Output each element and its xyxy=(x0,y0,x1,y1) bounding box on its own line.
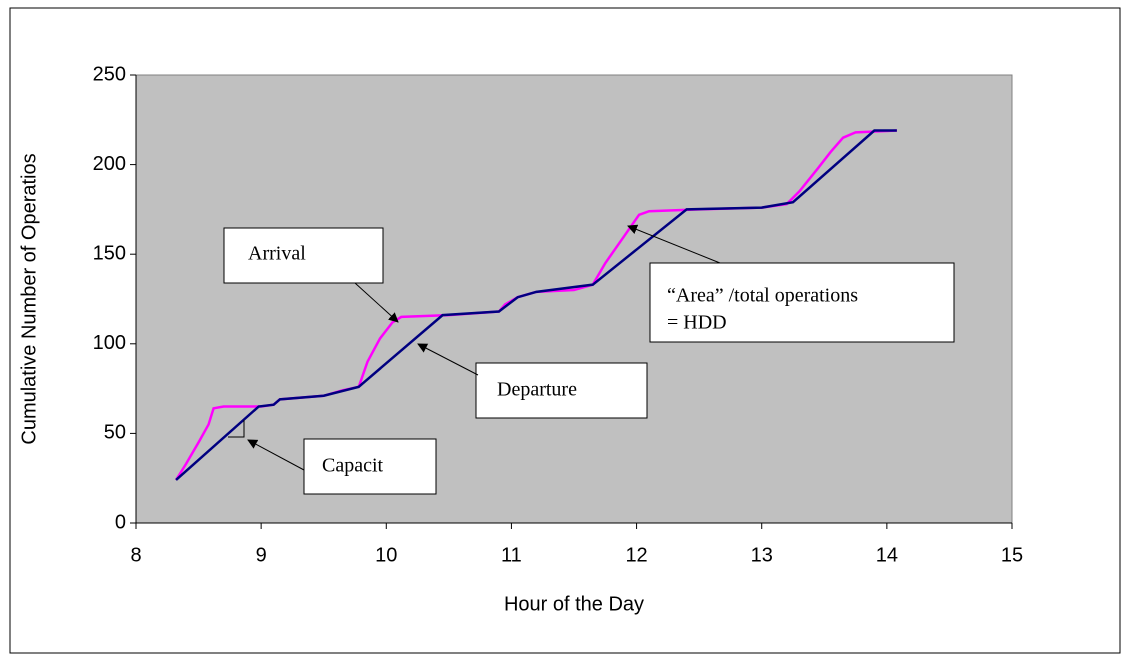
y-tick-label: 100 xyxy=(93,332,126,354)
annotation-box xyxy=(303,438,437,495)
annotation-box xyxy=(475,362,648,419)
capacity-marker xyxy=(228,420,245,438)
arrow xyxy=(354,282,399,323)
annotation: Departure xyxy=(497,379,577,401)
annotation-box xyxy=(649,262,955,343)
x-tick-label: 11 xyxy=(501,544,522,566)
y-tick-label: 150 xyxy=(93,242,126,264)
x-tick-label: 12 xyxy=(625,544,647,566)
x-tick-label: 15 xyxy=(1001,544,1023,566)
x-tick-label: 14 xyxy=(876,544,898,566)
arrow xyxy=(247,439,305,471)
annotation: Arrival xyxy=(248,243,306,265)
annotation: = HDD xyxy=(667,312,727,334)
annotation-box xyxy=(223,227,384,284)
y-tick-label: 50 xyxy=(104,422,126,444)
annotation: “Area” /total operations xyxy=(667,285,858,307)
annotation: Capacit xyxy=(322,455,384,477)
y-tick-label: 250 xyxy=(93,63,126,85)
x-tick-label: 9 xyxy=(256,544,267,566)
y-tick-label: 200 xyxy=(93,153,126,175)
series-line xyxy=(175,129,897,481)
arrow xyxy=(627,224,721,264)
x-tick-label: 8 xyxy=(130,544,141,566)
y-axis-label: Cumulative Number of Operatios xyxy=(18,153,40,444)
x-axis-label: Hour of the Day xyxy=(504,593,644,615)
x-tick-label: 13 xyxy=(751,544,773,566)
x-tick-label: 10 xyxy=(375,544,397,566)
y-tick-label: 0 xyxy=(115,511,126,533)
arrow xyxy=(417,343,479,376)
